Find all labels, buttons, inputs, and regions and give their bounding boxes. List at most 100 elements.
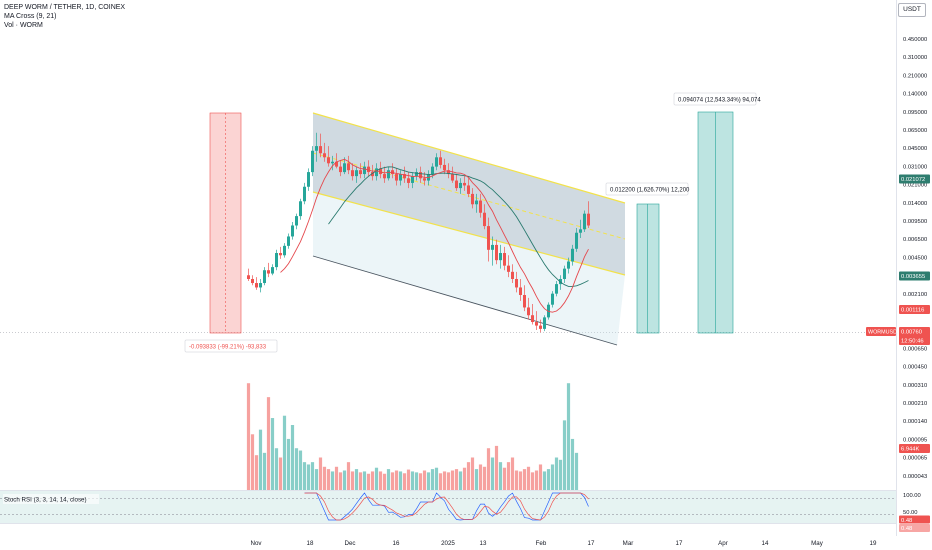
volume-bar: [302, 462, 307, 490]
price-tick-label: 0.000210: [903, 401, 927, 407]
volume-bar: [462, 467, 467, 490]
time-tick-label: Dec: [344, 540, 355, 547]
candle-body: [259, 283, 262, 288]
volume-bar: [490, 457, 495, 490]
candle-body: [287, 236, 290, 246]
candle-body: [403, 174, 406, 179]
volume-bar: [326, 469, 331, 490]
gain-small-label: 0.012200 (1,626.70%) 12,200: [610, 188, 690, 194]
volume-bar: [538, 464, 543, 490]
candle-body: [507, 265, 510, 272]
candle-body: [455, 180, 458, 189]
volume-bar: [362, 471, 367, 490]
candle-body: [495, 244, 498, 261]
volume-bar: [266, 397, 271, 490]
price-tick-label: 0.004500: [903, 255, 927, 261]
candle-body: [555, 284, 558, 294]
candle-body: [439, 157, 442, 165]
candle-body: [503, 253, 506, 266]
candle-body: [475, 200, 478, 205]
volume-bar: [450, 470, 455, 490]
price-tick-label: 0.031000: [903, 164, 927, 170]
candle-body: [527, 307, 530, 316]
candle-body: [291, 225, 294, 237]
price-tick-label: 0.210000: [903, 73, 927, 79]
chart-title: DEEP WORM / TETHER, 1D, COINEX: [4, 4, 126, 11]
volume-bar: [486, 448, 491, 490]
time-tick-label: 17: [588, 540, 595, 547]
candle-body: [583, 213, 586, 230]
volume-bar: [426, 472, 431, 490]
volume-bar: [494, 445, 499, 490]
gain-small-box: [636, 203, 660, 334]
time-tick-label: 13: [480, 540, 487, 547]
stoch-tick-100: 100.00: [903, 493, 921, 499]
gain-large-label-bg: [673, 92, 757, 106]
currency-button[interactable]: USDT: [898, 3, 926, 17]
price-tick-label: 0.450000: [903, 37, 927, 43]
candle-body: [531, 315, 534, 323]
volume-bar: [258, 429, 263, 490]
candle-body: [487, 226, 490, 250]
candle-body: [271, 267, 274, 274]
candle-body: [303, 186, 306, 202]
volume-bar: [278, 457, 283, 490]
time-tick-label: 2025: [441, 540, 455, 547]
volume-bar: [270, 418, 275, 490]
volume-bar: [314, 469, 319, 490]
candle-body: [499, 253, 502, 261]
volume-bar: [514, 470, 519, 490]
price-tick-label: 0.000310: [903, 383, 927, 389]
candle-body: [283, 245, 286, 256]
volume-bar: [374, 467, 379, 490]
volume-bar: [434, 467, 439, 490]
candle-body: [423, 178, 426, 181]
candle-body: [267, 270, 270, 274]
stoch-k-badge-bg: [899, 515, 930, 524]
volume-bar: [522, 469, 527, 490]
ma-badge-bg: [899, 305, 930, 314]
candle-body: [407, 178, 410, 183]
candle-body: [435, 157, 438, 167]
volume-badge-bg: [899, 444, 930, 453]
candle-body: [299, 201, 302, 217]
candle-body: [363, 166, 366, 175]
volume-bar: [414, 472, 419, 490]
volume-bar: [478, 464, 483, 490]
ma-fast-line: [280, 158, 589, 313]
volume-bar: [454, 469, 459, 490]
upper-band-badge: 0.021072: [901, 177, 925, 183]
time-tick-label: 17: [676, 540, 683, 547]
stoch-d-line: [304, 492, 589, 521]
price-tick-label: 0.000043: [903, 474, 927, 480]
volume-bar: [346, 462, 351, 490]
candle-body: [419, 172, 422, 179]
volume-bar: [342, 470, 347, 490]
price-tick-label: 0.000140: [903, 419, 927, 425]
candle-body: [263, 270, 266, 284]
candle-body: [327, 157, 330, 164]
volume-bar: [294, 448, 299, 490]
candle-body: [431, 166, 434, 175]
candle-body: [251, 278, 254, 284]
stoch-d-badge-bg: [899, 524, 930, 532]
candle-body: [335, 161, 338, 167]
volume-bar: [542, 471, 547, 490]
channel-upper-line: [312, 112, 626, 204]
candle-body: [247, 275, 250, 279]
price-tick-label: 0.000650: [903, 346, 927, 352]
volume-bar: [334, 466, 339, 490]
volume-bar: [410, 471, 415, 490]
candle-body: [471, 193, 474, 205]
candle-body: [567, 261, 570, 269]
time-tick-label: Mar: [623, 540, 634, 547]
time-tick-label: Apr: [718, 540, 728, 547]
candle-body: [375, 168, 378, 177]
volume-bar: [430, 469, 435, 490]
channel-base-line: [312, 255, 618, 346]
volume-bar: [422, 470, 427, 490]
candle-body: [275, 253, 278, 268]
volume-bar: [566, 383, 571, 490]
